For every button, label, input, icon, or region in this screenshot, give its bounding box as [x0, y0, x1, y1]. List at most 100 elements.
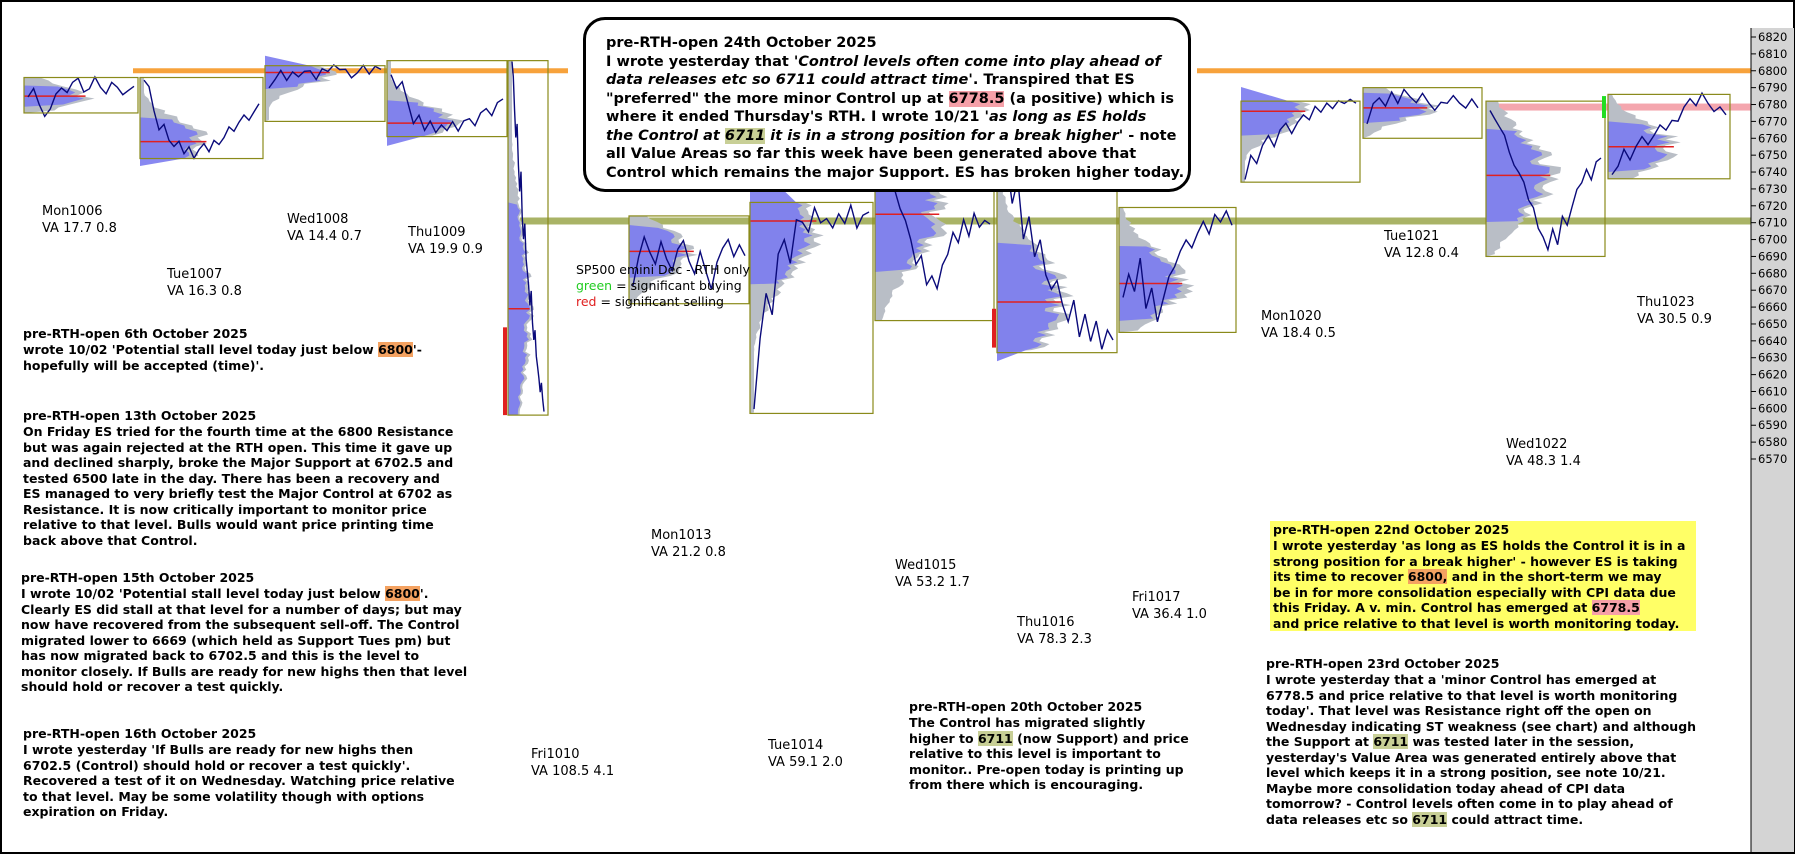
session-label: Tue1021: [1383, 229, 1439, 244]
legend-selling-text: = significant selling: [600, 294, 724, 309]
note3-line1b: '.: [419, 586, 429, 601]
note3-line: now have recovered from the subsequent s…: [21, 617, 460, 632]
session-va-label: VA 48.3 1.4: [1506, 454, 1581, 469]
value-area-box: [507, 60, 549, 416]
control-level-line: [520, 217, 1752, 225]
note-body-4: I wrote yesterday 'If Bulls are ready fo…: [23, 742, 455, 820]
note7-line: tomorrow? - Control levels often come in…: [1266, 796, 1673, 811]
session-va-label: VA 16.3 0.8: [167, 284, 242, 299]
y-tick-label: 6590: [1758, 418, 1787, 432]
y-tick-label: 6740: [1758, 165, 1787, 179]
note4-line: 6702.5 (Control) should hold or recover …: [23, 757, 411, 773]
price-path: [1244, 98, 1357, 180]
session-va-label: VA 53.2 1.7: [895, 575, 970, 590]
note2-line: ES managed to very briefly test the Majo…: [23, 486, 453, 501]
session-label: Thu1016: [1016, 615, 1075, 630]
session-va-label: VA 30.5 0.9: [1637, 312, 1712, 327]
session-label: Wed1015: [895, 558, 956, 573]
session-va-label: VA 18.4 0.5: [1261, 326, 1336, 341]
note5-line: relative to this level is important to: [909, 746, 1161, 761]
session-label: Fri1010: [531, 747, 580, 762]
note3-highlight-6800: 6800: [385, 586, 420, 601]
y-tick-label: 6710: [1758, 216, 1787, 230]
price-path: [1366, 88, 1479, 125]
value-area-box: [1240, 100, 1361, 183]
value-area-box: [386, 60, 508, 138]
note7-line: Maybe more consolidation today ahead of …: [1266, 780, 1626, 796]
price-path: [632, 234, 746, 290]
note1-line2: hopefully will be accepted (time)'.: [23, 357, 265, 373]
note2-line: and declined sharply, broke the Major Su…: [23, 455, 454, 470]
note1-highlight-6800: 6800: [378, 342, 413, 357]
value-area-box: [1118, 206, 1237, 334]
note5-line: monitor.. Pre-open today is printing up: [909, 761, 1184, 777]
note4-line: expiration on Friday.: [23, 804, 169, 819]
price-path: [390, 74, 504, 134]
session-Thu1009: Thu1009 VA 19.9 0.9: [386, 60, 508, 257]
note3-line: has now migrated back to 6702.5 and this…: [21, 648, 420, 663]
chart-title: SP500 emini Dec - RTH only: [576, 262, 750, 277]
legend-selling-word: red: [576, 294, 597, 309]
y-tick-label: 6700: [1758, 233, 1787, 247]
session-Tue1014: Tue1014 VA 59.1 2.0: [749, 157, 874, 770]
note5-line2b: (now Support) and price: [1012, 730, 1189, 746]
y-tick-label: 6640: [1758, 334, 1787, 348]
bubble-line1i: Control levels often come into play ahea…: [798, 53, 1161, 70]
note7-line5b: was tested later in the session,: [1408, 734, 1635, 749]
note5-line: from there which is encouraging.: [909, 777, 1144, 792]
y-tick-label: 6670: [1758, 283, 1787, 297]
price-path: [1122, 209, 1233, 322]
session-Mon1013: Mon1013 VA 21.2 0.8: [628, 215, 750, 560]
session-Fri1010: Fri1010 VA 108.5 4.1: [507, 60, 614, 779]
session-Wed1008: Wed1008 VA 14.4 0.7: [264, 55, 386, 244]
session-label: Tue1014: [767, 738, 823, 753]
bubble-body: I wrote yesterday that 'Control levels o…: [606, 53, 1184, 183]
y-tick-label: 6820: [1758, 30, 1787, 44]
value-area-box: [628, 215, 750, 305]
session-label: Mon1006: [42, 204, 103, 219]
y-tick-label: 6620: [1758, 368, 1787, 382]
note-title-6: pre-RTH-open 22nd October 2025: [1273, 522, 1510, 537]
legend-buying-word: green: [576, 278, 613, 293]
session-label: Mon1020: [1261, 309, 1322, 324]
y-tick-label: 6780: [1758, 98, 1787, 112]
session-va-label: VA 21.2 0.8: [651, 545, 726, 560]
legend-selling: red = significant selling: [576, 294, 724, 310]
note7-line5a: the Support at: [1266, 734, 1374, 749]
session-va-label: VA 14.4 0.7: [287, 229, 362, 244]
note-title-3: pre-RTH-open 15th October 2025: [21, 570, 255, 585]
note6-line4: be in for more consolidation especially …: [1273, 584, 1676, 600]
note2-line: relative to that level. Bulls would want…: [23, 517, 434, 532]
note6-line3a: its time to recover: [1273, 569, 1408, 584]
note2-line: back above that Control.: [23, 532, 198, 548]
legend-buying-text: = significant buying: [616, 278, 742, 293]
note5-line2a: higher to: [909, 730, 978, 746]
value-area-box: [1485, 100, 1606, 258]
note6-line2: strong position for a break higher' - ho…: [1273, 553, 1678, 569]
note1-line1b: '-: [412, 342, 422, 357]
note7-line: level which keeps it in a strong positio…: [1266, 765, 1666, 780]
bubble-line2i: data releases etc so 6711 could attract …: [606, 72, 969, 88]
note-title-1: pre-RTH-open 6th October 2025: [23, 326, 248, 341]
note-body-7: I wrote yesterday that a 'minor Control …: [1266, 672, 1696, 827]
y-tick-label: 6610: [1758, 384, 1787, 398]
bubble-title: pre-RTH-open 24th October 2025: [606, 35, 877, 51]
price-path: [511, 61, 545, 412]
resistance-level-line: [133, 68, 568, 74]
value-area-box: [1607, 93, 1731, 180]
buying-marker: [1602, 96, 1606, 119]
session-label: Wed1022: [1506, 437, 1567, 452]
note6-line6: and price relative to that level is wort…: [1273, 615, 1680, 631]
selling-marker: [992, 308, 996, 348]
session-label: Mon1013: [651, 528, 712, 543]
note1-line1: wrote 10/02 'Potential stall level today…: [23, 342, 379, 357]
note-title-4: pre-RTH-open 16th October 2025: [23, 726, 257, 741]
note7-highlight-6711b: 6711: [1412, 811, 1448, 827]
y-tick-label: 6660: [1758, 300, 1787, 314]
session-Mon1020: Mon1020 VA 18.4 0.5: [1240, 86, 1361, 341]
bubble-line3b: (a positive) which is: [1004, 90, 1175, 107]
note3-line: should hold or recover a test quickly.: [21, 679, 284, 694]
y-tick-label: 6680: [1758, 266, 1787, 280]
session-va-label: VA 78.3 2.3: [1017, 632, 1092, 647]
y-tick-label: 6750: [1758, 148, 1787, 162]
